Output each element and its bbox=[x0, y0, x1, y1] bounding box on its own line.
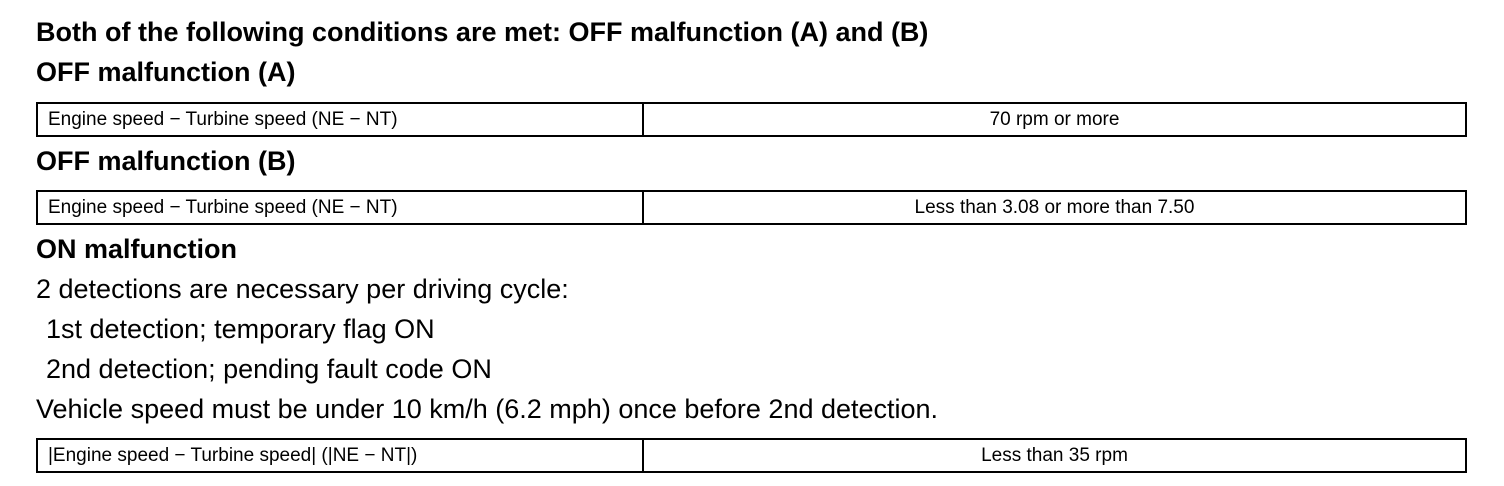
parameter-cell: Engine speed − Turbine speed (NE − NT) bbox=[36, 190, 644, 225]
on-malfunction-table: |Engine speed − Turbine speed| (|NE − NT… bbox=[36, 438, 1467, 473]
value-cell: Less than 3.08 or more than 7.50 bbox=[642, 190, 1467, 225]
value-cell: Less than 35 rpm bbox=[642, 438, 1467, 473]
value-cell: 70 rpm or more bbox=[642, 102, 1467, 137]
detections-required-text: 2 detections are necessary per driving c… bbox=[36, 274, 569, 304]
parameter-cell: |Engine speed − Turbine speed| (|NE − NT… bbox=[36, 438, 644, 473]
parameter-cell: Engine speed − Turbine speed (NE − NT) bbox=[36, 102, 644, 137]
second-detection-text: 2nd detection; pending fault code ON bbox=[46, 354, 492, 384]
table-row: Engine speed − Turbine speed (NE − NT) L… bbox=[36, 190, 1467, 225]
on-malfunction-heading: ON malfunction bbox=[36, 234, 237, 264]
first-detection-text: 1st detection; temporary flag ON bbox=[46, 314, 435, 344]
off-malfunction-b-table: Engine speed − Turbine speed (NE − NT) L… bbox=[36, 190, 1467, 225]
off-malfunction-a-table: Engine speed − Turbine speed (NE − NT) 7… bbox=[36, 102, 1467, 137]
off-malfunction-b-heading: OFF malfunction (B) bbox=[36, 146, 296, 176]
vehicle-speed-text: Vehicle speed must be under 10 km/h (6.2… bbox=[36, 394, 939, 424]
intro-heading: Both of the following conditions are met… bbox=[36, 17, 929, 47]
off-malfunction-a-heading: OFF malfunction (A) bbox=[36, 57, 296, 87]
table-row: Engine speed − Turbine speed (NE − NT) 7… bbox=[36, 102, 1467, 137]
table-row: |Engine speed − Turbine speed| (|NE − NT… bbox=[36, 438, 1467, 473]
